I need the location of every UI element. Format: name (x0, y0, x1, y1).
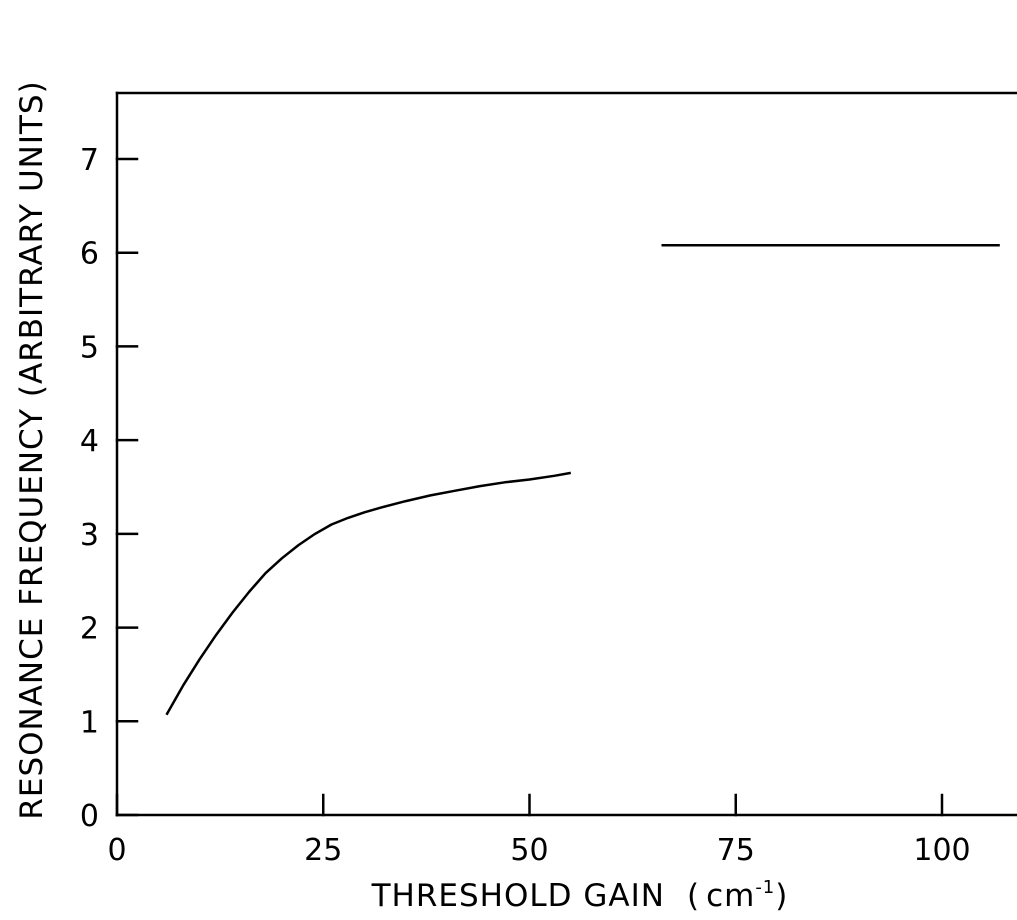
y-tick-label: 1 (80, 705, 99, 740)
y-tick-label: 5 (80, 330, 99, 365)
x-tick-label: 50 (510, 833, 548, 868)
y-tick-label: 3 (80, 518, 99, 553)
chart-titles: THRESHOLD GAIN(cm-1) RESONANCE FREQUENCY… (14, 80, 789, 914)
x-tick-label: 0 (107, 833, 126, 868)
x-tick-label: 100 (913, 833, 970, 868)
chart-ticks: 0 25 50 75 100 0 1 2 3 4 5 6 7 (80, 143, 971, 868)
y-axis-title: RESONANCE FREQUENCY (ARBITRARY UNITS) (14, 80, 50, 819)
chart-axes (115, 91, 1017, 817)
x-axis-title-text: THRESHOLD GAIN (371, 878, 665, 914)
x-tick-label: 75 (717, 833, 755, 868)
series-line-1 (165, 471, 572, 716)
y-tick-label: 7 (80, 143, 99, 178)
y-tick-label: 6 (80, 237, 99, 272)
x-axis-title: THRESHOLD GAIN(cm-1) (371, 877, 789, 914)
y-tick-label: 2 (80, 612, 99, 647)
chart-series (165, 243, 1000, 716)
x-axis-unit: cm (706, 878, 755, 914)
x-axis-unit-exponent: -1 (755, 877, 775, 898)
x-tick-label: 25 (304, 833, 342, 868)
y-tick-label: 0 (80, 799, 99, 834)
y-tick-label: 4 (80, 424, 99, 459)
